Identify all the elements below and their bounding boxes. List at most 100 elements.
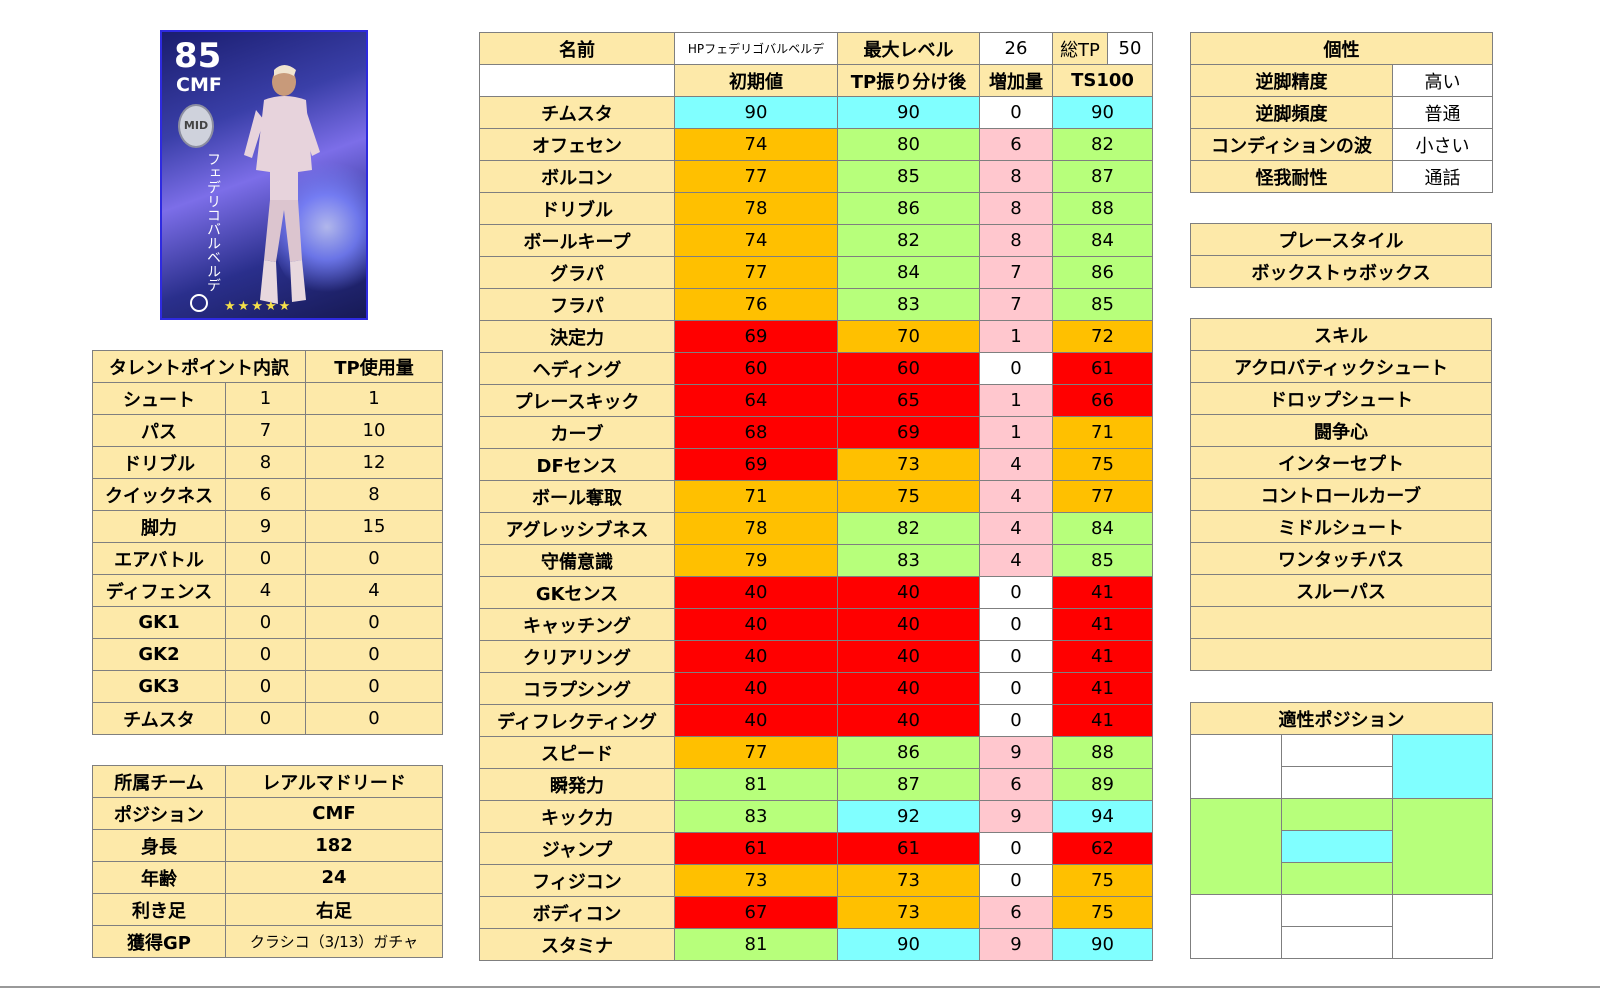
stat-ts100: 85	[1052, 288, 1153, 321]
stat-ts100: 41	[1052, 704, 1153, 737]
pos-amf	[1281, 798, 1393, 831]
stat-name: チムスタ	[479, 96, 675, 129]
card-vertical-name: フェデリコバルベルデ	[205, 152, 221, 292]
stat-row: 守備意識 79 83 4 85	[479, 544, 1153, 577]
col-initial-header: 初期値	[674, 64, 838, 97]
stat-ts100: 75	[1052, 448, 1153, 481]
skill-row: インターセプト	[1190, 446, 1492, 479]
pos-cb	[1281, 894, 1393, 927]
talent-category: 脚力	[92, 510, 226, 543]
stat-initial: 40	[674, 640, 838, 673]
talent-row: エアバトル 0 0	[92, 542, 443, 575]
stat-initial: 81	[674, 768, 838, 801]
stat-ts100: 87	[1052, 160, 1153, 193]
profile-row: 所属チーム レアルマドリード	[92, 765, 443, 798]
talent-usage: 1	[305, 382, 443, 415]
profile-row: ポジション CMF	[92, 797, 443, 830]
stat-row: スピード 77 86 9 88	[479, 736, 1153, 769]
stat-row: スタミナ 81 90 9 90	[479, 928, 1153, 961]
stat-ts100: 75	[1052, 864, 1153, 897]
stat-initial: 60	[674, 352, 838, 385]
stat-after: 90	[837, 928, 980, 961]
player-card: 85 CMF MID フェデリコバルベルデ ★★★★★	[160, 30, 368, 320]
stat-after: 87	[837, 768, 980, 801]
stat-increase: 7	[979, 288, 1053, 321]
stat-row: ディフレクティング 40 40 0 41	[479, 704, 1153, 737]
talent-category: GK3	[92, 670, 226, 703]
stat-increase: 0	[979, 576, 1053, 609]
pos-lb	[1190, 894, 1282, 959]
stat-ts100: 94	[1052, 800, 1153, 833]
stat-row: チムスタ 90 90 0 90	[479, 96, 1153, 129]
stat-increase: 0	[979, 704, 1053, 737]
talent-row: 脚力 9 15	[92, 510, 443, 543]
stat-ts100: 61	[1052, 352, 1153, 385]
pos-rb	[1391, 894, 1494, 959]
stat-row: ボルコン 77 85 8 87	[479, 160, 1153, 193]
talent-points: 6	[225, 478, 306, 511]
talent-category: ドリブル	[92, 446, 226, 479]
stat-ts100: 86	[1052, 256, 1153, 289]
talent-points: 1	[225, 382, 306, 415]
talent-category: エアバトル	[92, 542, 226, 575]
skills-table: スキル アクロバティックシュート ドロップシュート 闘争心 インターセプト コントロール…	[1190, 318, 1492, 671]
talent-points: 9	[225, 510, 306, 543]
stat-row: キック力 83 92 9 94	[479, 800, 1153, 833]
talent-points: 4	[225, 574, 306, 607]
stat-increase: 0	[979, 832, 1053, 865]
stat-name: ボールキープ	[479, 224, 675, 257]
pos-gk	[1281, 926, 1393, 959]
stat-name: クリアリング	[479, 640, 675, 673]
stat-ts100: 89	[1052, 768, 1153, 801]
stat-name: ボール奪取	[479, 480, 675, 513]
player-figure-image	[244, 65, 320, 304]
positions-title: 適性ポジション	[1189, 702, 1494, 735]
stat-ts100: 75	[1052, 896, 1153, 929]
stat-increase: 0	[979, 864, 1053, 897]
stat-initial: 74	[674, 224, 838, 257]
talent-category: クイックネス	[92, 478, 226, 511]
pos-dmf	[1281, 862, 1393, 895]
skill-item: ドロップシュート	[1190, 382, 1492, 415]
pos-lwf	[1190, 734, 1282, 799]
stat-after: 85	[837, 160, 980, 193]
stat-row: コラプシング 40 40 0 41	[479, 672, 1153, 705]
skill-item: ワンタッチパス	[1190, 542, 1492, 575]
stats-table: 名前 HPフェデリゴバルベルデ 最大レベル 26 総TP 50 初期値 TP振り…	[479, 32, 1153, 961]
stat-ts100: 41	[1052, 640, 1153, 673]
talent-points: 0	[225, 638, 306, 671]
profile-label: 利き足	[92, 893, 226, 926]
stat-increase: 1	[979, 320, 1053, 353]
personality-label: 逆脚頻度	[1190, 96, 1393, 129]
stat-initial: 78	[674, 192, 838, 225]
col-after-header: TP振り分け後	[837, 64, 980, 97]
talent-usage: 4	[305, 574, 443, 607]
personality-table: 個性 逆脚精度 高い 逆脚頻度 普通 コンディションの波 小さい 怪我耐性 通話	[1190, 32, 1493, 193]
pos-cf	[1281, 734, 1393, 767]
talent-point-table: タレントポイント内訳 TP使用量 シュート 1 1 パス 7 10 ドリブル 8 12 クイックネス 6…	[92, 350, 443, 735]
stat-increase: 9	[979, 736, 1053, 769]
stat-row: ボールキープ 74 82 8 84	[479, 224, 1153, 257]
talent-usage: 10	[305, 414, 443, 447]
skill-item	[1190, 606, 1492, 639]
stat-after: 60	[837, 352, 980, 385]
stat-row: クリアリング 40 40 0 41	[479, 640, 1153, 673]
stat-after: 83	[837, 288, 980, 321]
stat-ts100: 90	[1052, 96, 1153, 129]
stat-row: オフェセン 74 80 6 82	[479, 128, 1153, 161]
playstyle-value: ボックストゥボックス	[1190, 255, 1492, 288]
skill-row	[1190, 638, 1492, 671]
stat-after: 40	[837, 608, 980, 641]
talent-usage: 8	[305, 478, 443, 511]
stat-row: 決定力 69 70 1 72	[479, 320, 1153, 353]
stat-increase: 9	[979, 928, 1053, 961]
profile-value: CMF	[225, 797, 443, 830]
stat-name: DFセンス	[479, 448, 675, 481]
talent-points: 0	[225, 702, 306, 735]
talent-row: ディフェンス 4 4	[92, 574, 443, 607]
stat-row: フラパ 76 83 7 85	[479, 288, 1153, 321]
stat-name: オフェセン	[479, 128, 675, 161]
stat-ts100: 71	[1052, 416, 1153, 449]
skill-row: コントロールカーブ	[1190, 478, 1492, 511]
stat-after: 40	[837, 672, 980, 705]
